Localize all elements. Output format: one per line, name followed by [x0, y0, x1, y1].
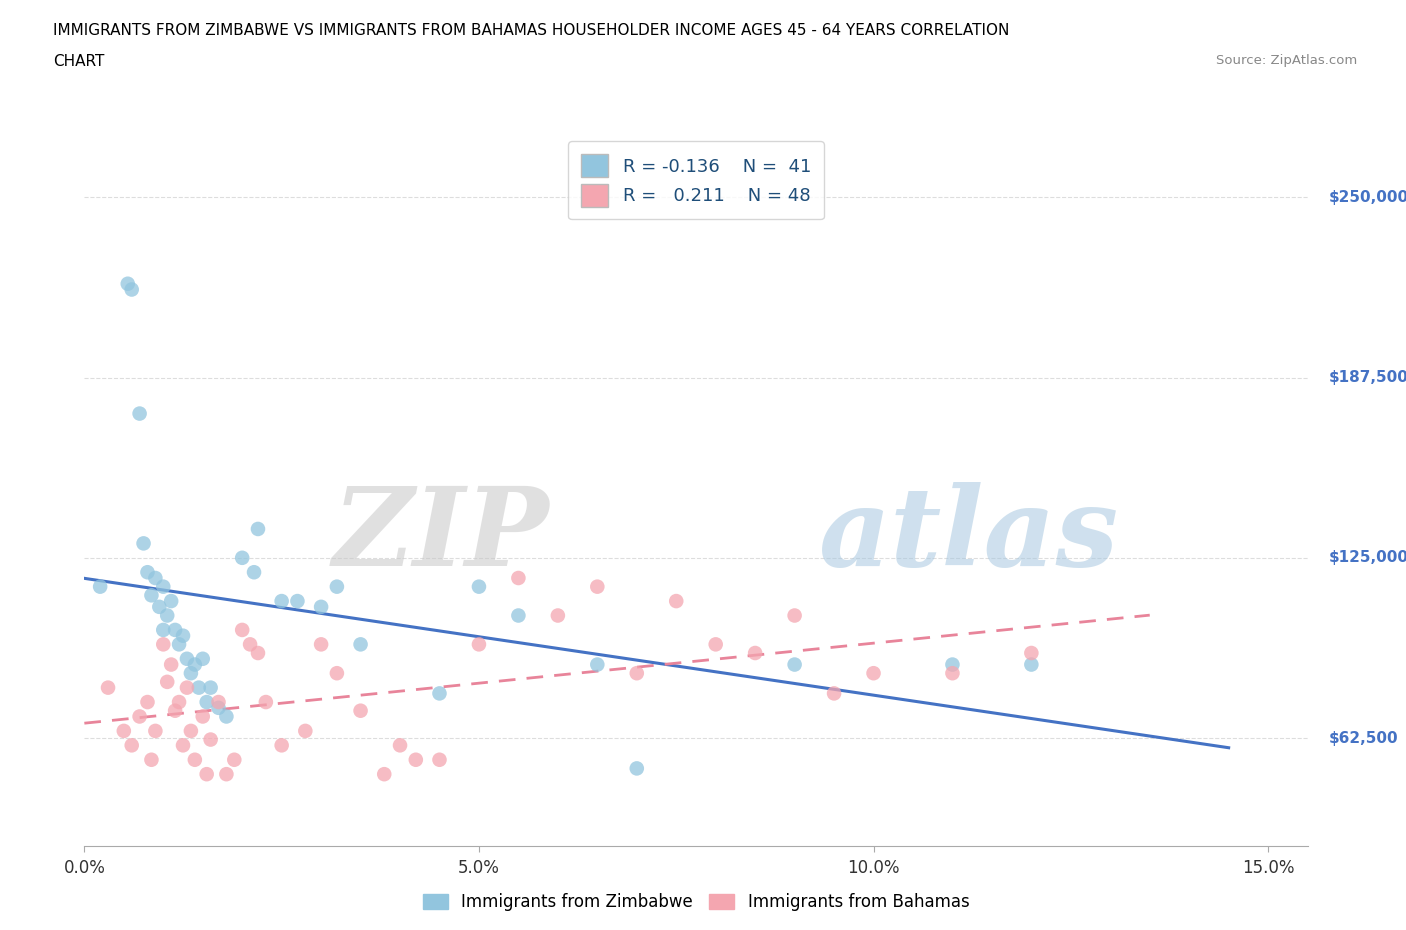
Point: [148, 600, 170, 615]
Text: CHART: CHART: [53, 54, 105, 69]
Point: [704, 637, 727, 652]
Point: [156, 608, 179, 623]
Legend: Immigrants from Zimbabwe, Immigrants from Bahamas: Immigrants from Zimbabwe, Immigrants fro…: [415, 884, 977, 919]
Point: [172, 737, 194, 752]
Point: [184, 658, 207, 672]
Point: [270, 593, 292, 608]
Point: [1021, 645, 1043, 660]
Point: [349, 637, 371, 652]
Point: [586, 658, 609, 672]
Point: [215, 766, 238, 781]
Point: [145, 724, 167, 738]
Point: [152, 622, 174, 637]
Point: [862, 666, 884, 681]
Point: [823, 686, 845, 701]
Point: [121, 737, 143, 752]
Text: $62,500: $62,500: [1329, 731, 1399, 746]
Point: [389, 737, 412, 752]
Point: [200, 732, 222, 747]
Point: [187, 680, 209, 695]
Point: [152, 637, 174, 652]
Point: [246, 645, 269, 660]
Point: [195, 695, 218, 710]
Text: ZIP: ZIP: [333, 482, 550, 589]
Point: [468, 579, 491, 594]
Point: [89, 579, 111, 594]
Point: [180, 666, 202, 681]
Point: [191, 709, 214, 724]
Point: [254, 695, 277, 710]
Point: [215, 709, 238, 724]
Point: [207, 700, 229, 715]
Point: [508, 571, 530, 586]
Point: [665, 593, 688, 608]
Point: [231, 551, 253, 565]
Point: [176, 651, 198, 666]
Point: [160, 593, 183, 608]
Point: [941, 666, 963, 681]
Point: [191, 651, 214, 666]
Text: atlas: atlas: [818, 482, 1119, 589]
Point: [172, 629, 194, 644]
Point: [626, 666, 648, 681]
Point: [309, 637, 332, 652]
Point: [128, 406, 150, 421]
Point: [783, 658, 806, 672]
Point: [243, 565, 266, 579]
Point: [429, 752, 451, 767]
Point: [132, 536, 155, 551]
Point: [167, 637, 190, 652]
Point: [160, 658, 183, 672]
Point: [231, 622, 253, 637]
Point: [373, 766, 395, 781]
Text: $250,000: $250,000: [1329, 190, 1406, 205]
Point: [744, 645, 766, 660]
Point: [156, 674, 179, 689]
Point: [121, 282, 143, 297]
Point: [136, 695, 159, 710]
Point: [117, 276, 139, 291]
Point: [152, 579, 174, 594]
Point: [184, 752, 207, 767]
Point: [287, 593, 309, 608]
Point: [508, 608, 530, 623]
Point: [309, 600, 332, 615]
Point: [349, 703, 371, 718]
Point: [239, 637, 262, 652]
Point: [195, 766, 218, 781]
Point: [586, 579, 609, 594]
Point: [136, 565, 159, 579]
Point: [1021, 658, 1043, 672]
Point: [112, 724, 135, 738]
Point: [176, 680, 198, 695]
Point: [429, 686, 451, 701]
Point: [468, 637, 491, 652]
Point: [141, 588, 163, 603]
Point: [141, 752, 163, 767]
Point: [326, 579, 349, 594]
Point: [626, 761, 648, 776]
Point: [165, 703, 187, 718]
Point: [941, 658, 963, 672]
Point: [200, 680, 222, 695]
Point: [294, 724, 316, 738]
Point: [207, 695, 229, 710]
Text: $125,000: $125,000: [1329, 551, 1406, 565]
Point: [180, 724, 202, 738]
Text: $187,500: $187,500: [1329, 370, 1406, 385]
Point: [270, 737, 292, 752]
Point: [224, 752, 246, 767]
Point: [128, 709, 150, 724]
Point: [167, 695, 190, 710]
Point: [145, 571, 167, 586]
Text: Source: ZipAtlas.com: Source: ZipAtlas.com: [1216, 54, 1357, 67]
Point: [547, 608, 569, 623]
Text: IMMIGRANTS FROM ZIMBABWE VS IMMIGRANTS FROM BAHAMAS HOUSEHOLDER INCOME AGES 45 -: IMMIGRANTS FROM ZIMBABWE VS IMMIGRANTS F…: [53, 23, 1010, 38]
Point: [405, 752, 427, 767]
Point: [783, 608, 806, 623]
Point: [326, 666, 349, 681]
Point: [165, 622, 187, 637]
Point: [246, 522, 269, 537]
Point: [97, 680, 120, 695]
